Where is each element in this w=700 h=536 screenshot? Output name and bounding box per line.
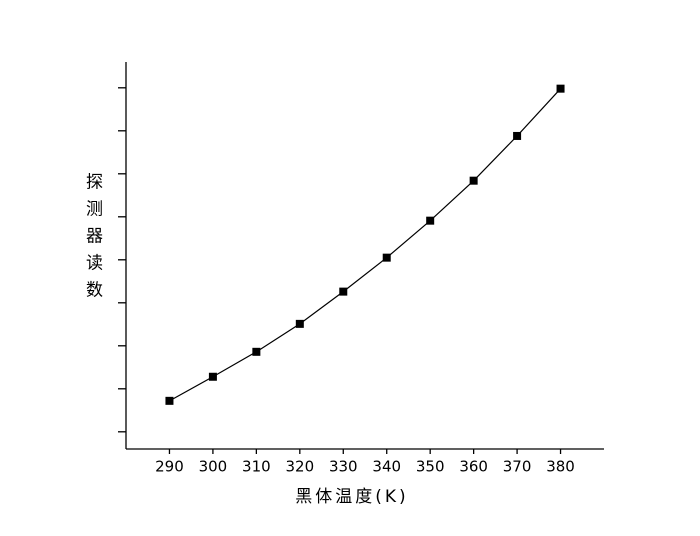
data-point bbox=[165, 396, 174, 405]
x-tick-label: 340 bbox=[372, 458, 401, 476]
x-tick-label: 300 bbox=[199, 458, 228, 476]
x-tick-label: 310 bbox=[242, 458, 271, 476]
data-point bbox=[208, 372, 217, 381]
data-point bbox=[252, 347, 261, 356]
x-tick-label: 370 bbox=[503, 458, 532, 476]
data-line bbox=[169, 88, 561, 402]
data-point bbox=[382, 253, 391, 262]
x-axis-title: 黑体温度(K) bbox=[295, 487, 408, 507]
data-point bbox=[295, 319, 304, 328]
x-tick-label: 360 bbox=[459, 458, 488, 476]
data-point bbox=[513, 131, 522, 140]
x-tick-label: 350 bbox=[416, 458, 445, 476]
data-point bbox=[469, 176, 478, 185]
y-axis-title: 探测器读数 bbox=[82, 172, 103, 307]
x-tick-label: 330 bbox=[329, 458, 358, 476]
x-tick-label: 380 bbox=[546, 458, 575, 476]
data-point bbox=[556, 84, 565, 93]
data-point bbox=[339, 287, 348, 296]
x-tick-label: 320 bbox=[285, 458, 314, 476]
x-tick-label: 290 bbox=[155, 458, 184, 476]
data-point bbox=[426, 216, 435, 225]
